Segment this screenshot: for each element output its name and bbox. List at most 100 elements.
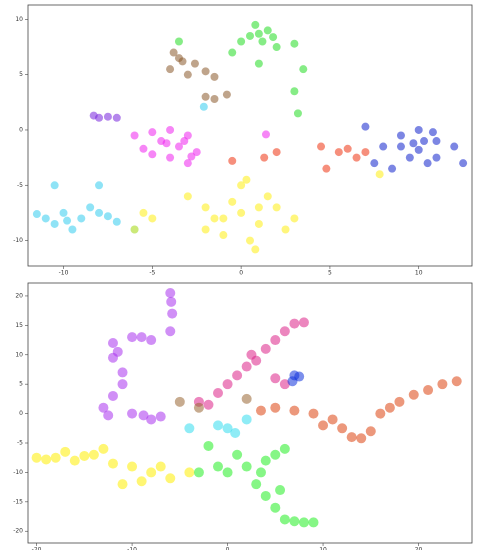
y-tick-label: -5: [17, 182, 23, 189]
point: [260, 490, 271, 501]
point: [394, 396, 405, 407]
point: [69, 455, 80, 466]
point: [77, 214, 86, 223]
point: [258, 37, 267, 46]
point: [228, 48, 237, 57]
point: [174, 396, 185, 407]
point: [254, 29, 263, 38]
point: [59, 208, 68, 217]
point: [190, 59, 199, 68]
x-tick-label: 5: [328, 270, 332, 277]
point: [201, 203, 210, 212]
point: [275, 485, 286, 496]
y-tick-label: 5: [19, 71, 23, 78]
point: [148, 150, 157, 159]
point: [184, 423, 195, 434]
point: [166, 153, 175, 162]
point: [41, 214, 50, 223]
point: [174, 37, 183, 46]
point: [246, 236, 254, 245]
point: [251, 20, 260, 29]
point: [210, 95, 219, 104]
point: [241, 461, 252, 472]
point: [408, 389, 419, 400]
point: [279, 443, 290, 454]
point: [290, 39, 299, 48]
point: [50, 181, 59, 190]
point: [112, 113, 121, 122]
point: [155, 461, 166, 472]
point: [270, 449, 281, 460]
point: [289, 405, 300, 416]
point: [322, 164, 331, 173]
point: [232, 449, 243, 460]
point: [289, 318, 300, 329]
point: [308, 408, 319, 419]
point: [251, 245, 260, 254]
point: [146, 467, 157, 478]
point: [130, 225, 139, 234]
point: [222, 90, 231, 99]
point: [241, 414, 252, 425]
point: [41, 454, 52, 465]
point: [260, 153, 269, 162]
point: [343, 144, 352, 153]
point: [50, 219, 59, 228]
point: [414, 145, 423, 154]
point: [237, 208, 246, 217]
x-tick-label: -5: [149, 270, 155, 277]
point: [281, 225, 290, 234]
point: [384, 402, 395, 413]
point: [107, 338, 118, 348]
point: [361, 148, 370, 157]
point: [117, 479, 128, 490]
x-tick-label: 10: [415, 270, 423, 277]
point: [193, 402, 204, 413]
point: [254, 59, 263, 68]
point: [317, 142, 326, 151]
point: [270, 373, 281, 384]
point: [213, 461, 224, 472]
point: [352, 153, 361, 162]
x-tick-label: 20: [415, 547, 423, 551]
point: [95, 181, 104, 190]
point: [130, 131, 139, 140]
point: [95, 208, 104, 217]
y-tick-label: 15: [15, 322, 23, 329]
point: [237, 181, 246, 190]
point: [174, 142, 183, 151]
point: [201, 67, 210, 76]
point: [117, 379, 128, 390]
point: [242, 175, 251, 184]
point: [107, 458, 118, 469]
point: [298, 317, 309, 328]
point: [230, 428, 241, 438]
point: [95, 113, 104, 122]
point: [365, 426, 376, 437]
point: [414, 125, 423, 134]
point: [86, 203, 95, 212]
point: [375, 170, 384, 179]
point: [103, 410, 114, 421]
point: [201, 92, 210, 101]
point: [379, 142, 388, 151]
point: [193, 467, 204, 478]
point: [246, 31, 254, 40]
point: [420, 137, 429, 146]
point: [210, 72, 219, 81]
point: [290, 87, 299, 96]
point: [166, 125, 175, 134]
point: [103, 212, 112, 221]
y-tick-label: 20: [15, 292, 23, 299]
x-tick-label: 0: [226, 547, 230, 551]
point: [451, 376, 462, 387]
point: [219, 214, 228, 223]
point: [432, 137, 441, 146]
point: [112, 346, 123, 357]
point: [337, 423, 348, 434]
point: [192, 148, 201, 157]
point: [222, 423, 233, 434]
point: [183, 70, 192, 79]
point: [60, 446, 71, 457]
